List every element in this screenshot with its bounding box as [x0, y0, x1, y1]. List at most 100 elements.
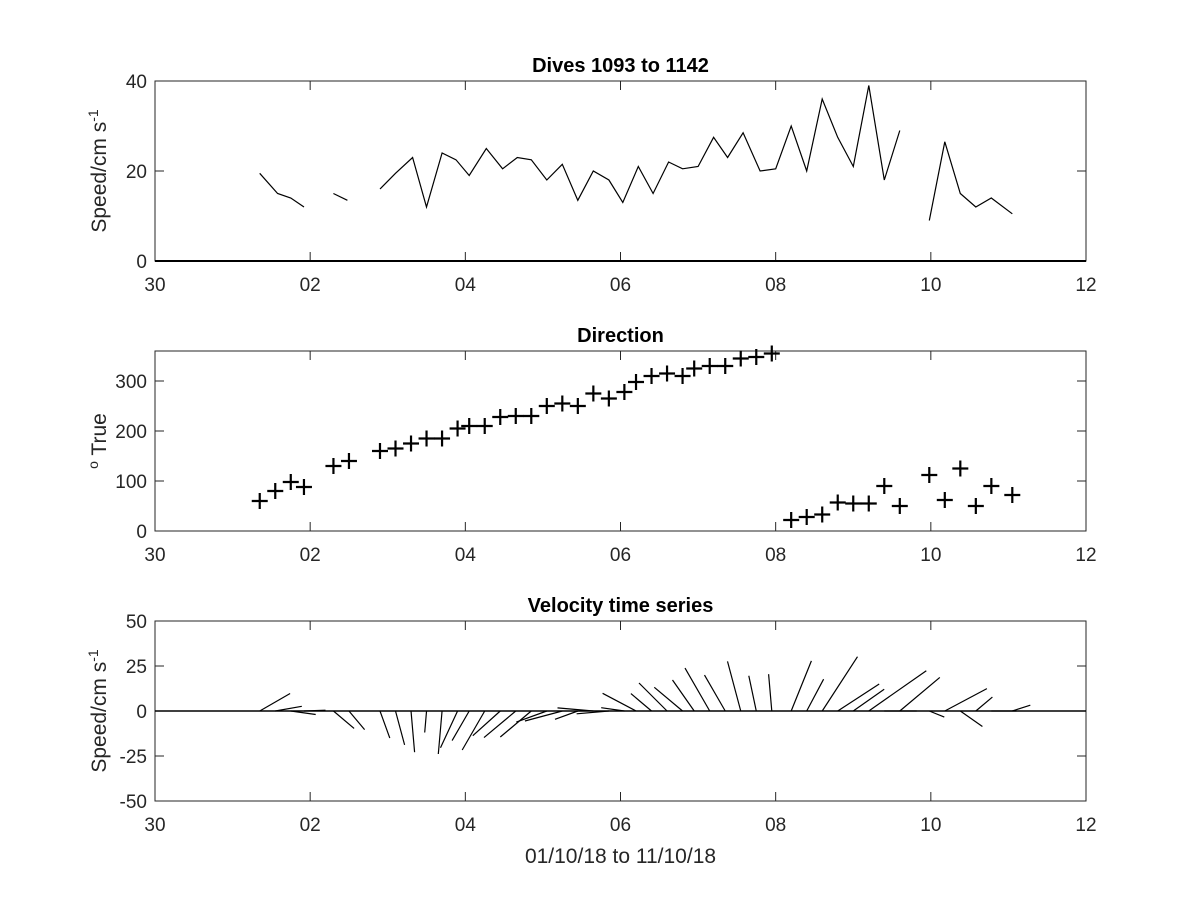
panel-direction-ytick-label: 0 [136, 522, 147, 543]
panel-direction-ylabel: o True [85, 413, 111, 469]
panel-velocity-ytick-label: -25 [120, 747, 147, 768]
panel-direction-point-42 [936, 492, 953, 508]
panel-direction-point-35 [814, 506, 831, 523]
panel-direction-point-2 [282, 474, 299, 490]
panel-direction-point-44 [967, 498, 984, 514]
panel-speed-ytick-label: 40 [126, 72, 147, 93]
panel-velocity-stick-31 [748, 675, 757, 712]
panel-velocity-stick-41 [929, 710, 945, 718]
panel-velocity-stick-14 [472, 710, 501, 737]
panel-velocity-stick-30 [726, 661, 742, 712]
panel-velocity-stick-27 [672, 679, 695, 712]
panel-direction-point-28 [701, 358, 718, 374]
panel-velocity-xtick-label: 04 [455, 815, 477, 836]
panel-velocity-stick-29 [703, 674, 726, 712]
panel-velocity-stick-15 [483, 710, 517, 739]
panel-direction-point-17 [538, 398, 555, 414]
panel-velocity-stick-3 [303, 709, 326, 712]
panel-direction-point-39 [876, 478, 893, 494]
panel-direction-point-10 [434, 430, 451, 447]
panel-direction-point-32 [763, 345, 780, 362]
panel-speed-xtick-label: 12 [1075, 275, 1096, 296]
panel-direction-point-16 [523, 408, 540, 424]
panel-direction-point-30 [732, 350, 749, 367]
panel-velocity-stick-8 [410, 710, 416, 753]
panel-direction-xtick-label: 10 [920, 545, 941, 566]
panel-direction-point-7 [387, 440, 404, 457]
panel-direction-point-15 [507, 408, 524, 424]
panel-velocity-stick-40 [899, 676, 941, 712]
panel-speed-ytick-label: 20 [126, 162, 147, 183]
panel-velocity-stick-22 [601, 707, 625, 712]
panel-velocity-stick-12 [451, 710, 470, 741]
panel-speed-axes-frame [154, 80, 1087, 262]
panel-speed-xtick-label: 04 [455, 275, 477, 296]
panel-direction-axes-frame [154, 350, 1087, 532]
panel-velocity-stick-7 [394, 710, 406, 746]
panel-velocity-stick-24 [630, 693, 652, 712]
panel-velocity-stick-1 [275, 705, 302, 712]
panel-velocity-xtick-label: 12 [1075, 815, 1096, 836]
panel-direction-point-38 [860, 495, 877, 512]
panel-direction-point-27 [686, 360, 703, 377]
panel-velocity-stick-46 [1012, 704, 1031, 712]
panel-direction-point-5 [340, 453, 357, 469]
panel-direction-xtick-label: 30 [144, 545, 165, 566]
panel-direction-point-40 [891, 498, 908, 514]
panel-direction-point-46 [1004, 487, 1021, 503]
panel-speed-xtick-label: 08 [765, 275, 786, 296]
panel-velocity-ytick-label: 50 [126, 612, 147, 633]
panel-velocity-stick-38 [868, 670, 927, 712]
panel-velocity-stick-43 [959, 710, 983, 727]
panel-velocity-ytick-label: 0 [136, 702, 147, 723]
panel-direction-xtick-label: 06 [610, 545, 631, 566]
panel-velocity-xtick-label: 10 [920, 815, 941, 836]
panel-direction-xtick-label: 12 [1075, 545, 1096, 566]
panel-velocity-stick-34 [806, 678, 825, 712]
panel-direction-title: Direction [577, 325, 664, 347]
panel-direction-point-13 [476, 418, 493, 434]
panel-direction-point-37 [845, 495, 862, 512]
panel-speed-title: Dives 1093 to 1142 [532, 55, 709, 77]
panel-velocity-xtick-label: 06 [610, 815, 631, 836]
panel-velocity-stick-17 [516, 710, 548, 723]
panel-velocity-stick-42 [944, 688, 988, 712]
panel-direction-point-41 [921, 467, 938, 483]
panel-direction-point-36 [829, 494, 846, 511]
panel-direction-point-3 [295, 479, 312, 495]
panel-speed-ylabel: Speed/cm s-1 [85, 109, 111, 233]
panel-direction-xtick-label: 04 [455, 545, 477, 566]
panel-speed-series-line-0 [259, 172, 305, 208]
panel-velocity-stick-4 [333, 710, 355, 729]
panel-direction-ytick-label: 300 [115, 372, 147, 393]
panel-direction-point-43 [952, 460, 969, 477]
panel-direction-point-14 [492, 409, 509, 425]
panel-direction-point-8 [403, 435, 420, 452]
panel-direction-point-26 [674, 368, 691, 384]
panel-velocity-stick-36 [837, 683, 880, 712]
panel-direction-point-21 [600, 390, 617, 407]
panel-direction-point-11 [449, 420, 466, 437]
panel-direction-point-20 [585, 385, 602, 402]
panel-velocity-stick-20 [557, 707, 594, 712]
panel-direction-point-22 [616, 384, 633, 400]
panel-direction-point-29 [717, 358, 734, 374]
panel-velocity-xtick-label: 30 [144, 815, 165, 836]
panel-velocity-stick-2 [290, 710, 316, 716]
panel-direction-point-18 [554, 395, 571, 412]
panel-velocity-stick-28 [684, 667, 711, 712]
panel-direction-ytick-label: 100 [115, 472, 147, 493]
panel-velocity-stick-33 [790, 660, 812, 712]
panel-velocity-stick-13 [461, 710, 486, 751]
panel-velocity-stick-11 [439, 710, 459, 748]
panel-direction-point-31 [748, 349, 765, 365]
panel-direction-point-23 [628, 374, 645, 390]
panel-velocity-stick-23 [602, 692, 637, 712]
panel-velocity-xtick-label: 08 [765, 815, 786, 836]
panel-velocity-stick-44 [975, 696, 993, 712]
panel-speed-ytick-label: 0 [136, 252, 147, 273]
panel-velocity-title: Velocity time series [528, 595, 714, 617]
panel-direction-xtick-label: 02 [300, 545, 321, 566]
panel-velocity-stick-5 [348, 710, 366, 730]
panel-speed-series-line-3 [928, 141, 1013, 221]
